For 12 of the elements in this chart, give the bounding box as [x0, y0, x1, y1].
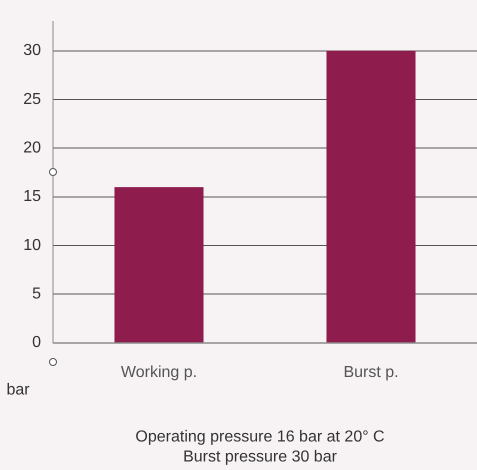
y-tick-label: 20: [23, 140, 42, 157]
y-tick-label: 10: [23, 236, 42, 254]
y-tick-label: 30: [23, 42, 42, 60]
y-tick-label: 0: [32, 334, 42, 352]
text: Burst pressure 30 bar: [183, 448, 338, 466]
text: Operating pressure 16 bar at 20° C: [135, 428, 385, 446]
x-tick-label: Working p.: [120, 364, 198, 381]
y-tick-label: 25: [23, 90, 42, 108]
y-tick-label: 5: [32, 286, 42, 303]
y-tick-label: 15: [23, 188, 42, 206]
y-axis-title: bar: [6, 381, 30, 398]
x-tick-label: Burst p.: [343, 364, 399, 381]
